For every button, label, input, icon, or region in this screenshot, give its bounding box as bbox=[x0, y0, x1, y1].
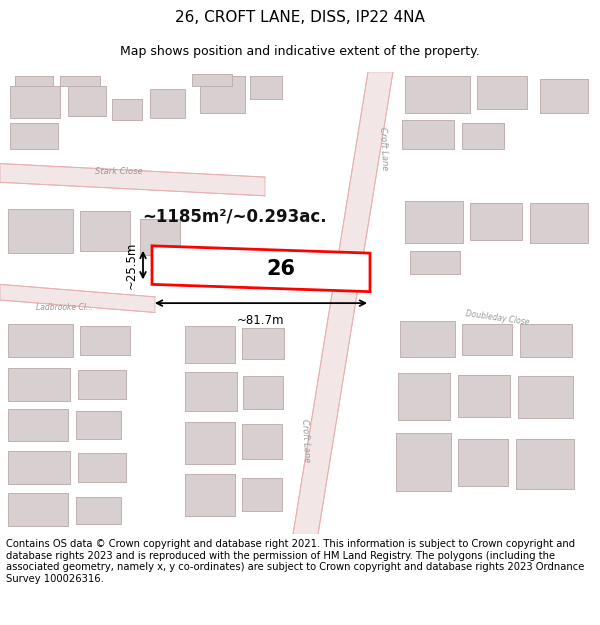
Text: 26: 26 bbox=[266, 259, 296, 279]
Bar bbox=[10, 123, 58, 149]
Text: Croft Lane: Croft Lane bbox=[301, 419, 311, 462]
Bar bbox=[200, 76, 245, 112]
Bar bbox=[150, 89, 185, 118]
Bar bbox=[250, 76, 282, 99]
Bar bbox=[185, 474, 235, 516]
Text: Stark Close: Stark Close bbox=[95, 168, 143, 176]
Bar bbox=[243, 376, 283, 409]
Text: Croft Lane: Croft Lane bbox=[379, 127, 389, 171]
Polygon shape bbox=[293, 72, 393, 534]
Text: Doubleday Close: Doubleday Close bbox=[466, 309, 530, 327]
Bar bbox=[76, 411, 121, 439]
Text: ~81.7m: ~81.7m bbox=[237, 314, 285, 326]
Bar bbox=[530, 203, 588, 242]
Bar bbox=[60, 76, 100, 86]
Bar bbox=[405, 76, 470, 112]
Text: Contains OS data © Crown copyright and database right 2021. This information is : Contains OS data © Crown copyright and d… bbox=[6, 539, 584, 584]
Bar bbox=[540, 79, 588, 112]
Bar bbox=[400, 321, 455, 357]
Bar bbox=[477, 76, 527, 109]
Polygon shape bbox=[0, 284, 155, 312]
Bar bbox=[410, 251, 460, 274]
Bar bbox=[398, 373, 450, 420]
Bar bbox=[68, 86, 106, 116]
Bar bbox=[140, 219, 180, 255]
Text: Map shows position and indicative extent of the property.: Map shows position and indicative extent… bbox=[120, 45, 480, 58]
Bar bbox=[8, 324, 73, 357]
Bar bbox=[185, 422, 235, 464]
Bar bbox=[185, 372, 237, 411]
Bar bbox=[242, 424, 282, 459]
Text: ~1185m²/~0.293ac.: ~1185m²/~0.293ac. bbox=[143, 208, 328, 226]
Bar bbox=[80, 326, 130, 355]
Bar bbox=[402, 120, 454, 149]
Bar bbox=[185, 326, 235, 362]
Bar bbox=[8, 451, 70, 484]
Bar bbox=[192, 74, 232, 86]
Bar bbox=[242, 328, 284, 359]
Bar bbox=[10, 86, 60, 118]
Bar bbox=[462, 123, 504, 149]
Text: ~25.5m: ~25.5m bbox=[125, 241, 138, 289]
Bar bbox=[112, 99, 142, 120]
Bar bbox=[80, 211, 130, 251]
Bar bbox=[516, 439, 574, 489]
Bar bbox=[78, 370, 126, 399]
Bar bbox=[396, 433, 451, 491]
Bar bbox=[76, 497, 121, 524]
Bar bbox=[518, 376, 573, 418]
Polygon shape bbox=[0, 164, 265, 196]
Bar bbox=[8, 209, 73, 253]
Bar bbox=[8, 368, 70, 401]
Bar bbox=[78, 453, 126, 482]
Text: Ladbrooke Cl...: Ladbrooke Cl... bbox=[37, 302, 94, 312]
Polygon shape bbox=[152, 246, 370, 292]
Text: 26, CROFT LANE, DISS, IP22 4NA: 26, CROFT LANE, DISS, IP22 4NA bbox=[175, 9, 425, 24]
Bar bbox=[458, 375, 510, 417]
Bar bbox=[8, 409, 68, 441]
Bar bbox=[462, 324, 512, 355]
Bar bbox=[15, 76, 53, 86]
Bar bbox=[405, 201, 463, 242]
Bar bbox=[242, 478, 282, 511]
Bar bbox=[520, 324, 572, 357]
Bar bbox=[470, 203, 522, 239]
Bar bbox=[458, 439, 508, 486]
Bar bbox=[8, 492, 68, 526]
